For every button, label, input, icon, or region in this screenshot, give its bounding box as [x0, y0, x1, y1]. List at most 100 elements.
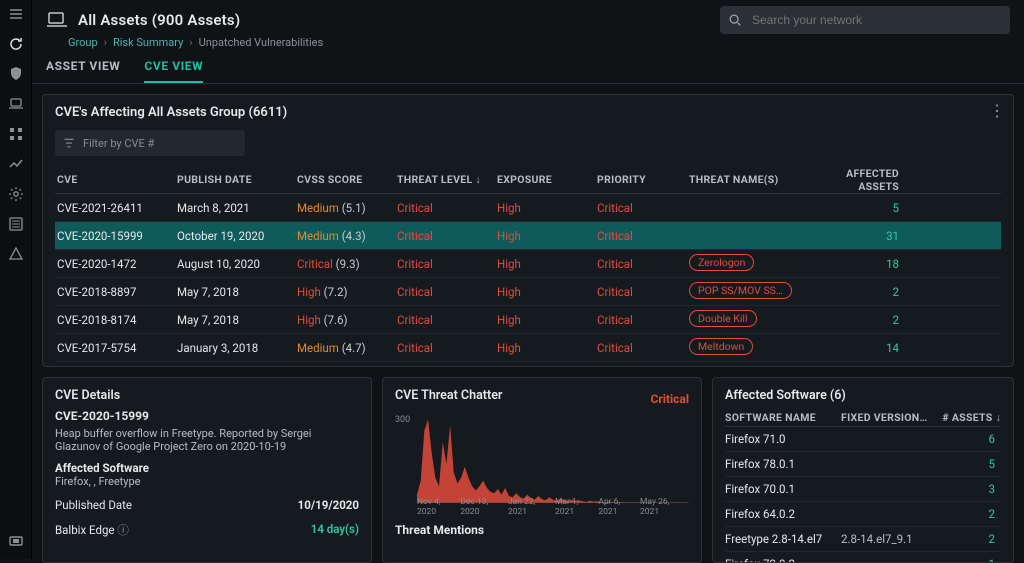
crumb-group[interactable]: Group — [68, 36, 98, 49]
software-row[interactable]: Firefox 72.0.21 — [725, 552, 1001, 563]
cve-details-card: CVE Details CVE-2020-15999 Heap buffer o… — [42, 377, 372, 563]
cell-assets: 18 — [817, 257, 917, 271]
cell-priority: Critical — [597, 285, 689, 299]
software-row[interactable]: Firefox 71.06 — [725, 427, 1001, 452]
menu-icon[interactable] — [8, 6, 24, 22]
published-value: 10/19/2020 — [298, 498, 359, 512]
tab-asset-view[interactable]: ASSET VIEW — [46, 59, 120, 83]
col-names[interactable]: THREAT NAME(S) — [689, 173, 817, 186]
cell-assets: 5 — [817, 201, 917, 215]
software-title: Affected Software (6) — [725, 388, 1001, 403]
refresh-icon[interactable] — [8, 36, 24, 52]
header: All Assets (900 Assets) — [32, 0, 1024, 34]
cell-pub: March 8, 2021 — [177, 201, 297, 215]
chart-ylabel: 300 — [395, 415, 410, 425]
col-cve[interactable]: CVE — [57, 173, 177, 186]
list-icon[interactable] — [8, 216, 24, 232]
table-row[interactable]: CVE-2017-5754January 3, 2018Medium (4.7)… — [55, 334, 1001, 362]
info-icon: ⓘ — [117, 523, 129, 537]
chart-xlabel: May 26, 2021 — [640, 497, 689, 517]
sw-fixed — [841, 457, 931, 471]
cell-threat: Critical — [397, 313, 497, 327]
grid-icon[interactable] — [8, 126, 24, 142]
software-row[interactable]: Firefox 78.0.15 — [725, 452, 1001, 477]
cell-cvss: Medium (4.7) — [297, 341, 397, 355]
trend-icon[interactable] — [8, 156, 24, 172]
gear-icon[interactable] — [8, 186, 24, 202]
sw-fixed — [841, 432, 931, 446]
threat-pill[interactable]: POP SS/MOV SS… — [689, 282, 792, 299]
table-row[interactable]: CVE-2018-8174May 7, 2018High (7.6)Critic… — [55, 306, 1001, 334]
sw-assets: 3 — [931, 482, 1001, 496]
affected-value: Firefox, , Freetype — [55, 475, 359, 488]
col-pub[interactable]: PUBLISH DATE — [177, 173, 297, 186]
cell-exposure: High — [497, 341, 597, 355]
page-title: All Assets (900 Assets) — [78, 11, 240, 29]
chart-xlabel: Dec 13, 2020 — [460, 497, 508, 517]
cards-row: CVE Details CVE-2020-15999 Heap buffer o… — [42, 377, 1014, 563]
crumb-risk[interactable]: Risk Summary — [113, 36, 183, 49]
chart-xlabel: Mar 1, 2021 — [555, 497, 598, 517]
tab-cve-view[interactable]: CVE VIEW — [144, 59, 203, 83]
threat-pill[interactable]: Meltdown — [689, 338, 753, 355]
sw-col-fixed[interactable]: FIXED VERSION… — [841, 411, 931, 424]
software-card: Affected Software (6) SOFTWARE NAME FIXE… — [712, 377, 1014, 563]
chart-xaxis: Nov 4, 2020Dec 13, 2020Jan 22, 2021Mar 1… — [417, 497, 689, 517]
sort-down-icon: ↓ — [995, 411, 1001, 424]
mentions-title: Threat Mentions — [395, 523, 689, 537]
software-header: SOFTWARE NAME FIXED VERSION… # ASSETS ↓ — [725, 409, 1001, 427]
cell-cvss: Medium (5.1) — [297, 201, 397, 215]
sw-assets: 1 — [931, 557, 1001, 563]
col-exposure[interactable]: EXPOSURE — [497, 173, 597, 186]
laptop-icon[interactable] — [8, 96, 24, 112]
crumb-current: Unpatched Vulnerabilities — [199, 36, 324, 49]
cell-exposure: High — [497, 257, 597, 271]
cell-cve: CVE-2017-5754 — [57, 341, 177, 355]
left-nav — [0, 0, 32, 559]
cell-threat: Critical — [397, 229, 497, 243]
cell-cve: CVE-2018-8897 — [57, 285, 177, 299]
cve-table: CVE PUBLISH DATE CVSS SCORE THREAT LEVEL… — [55, 166, 1001, 362]
search-input-wrap[interactable] — [720, 6, 1010, 34]
threat-pill[interactable]: Zerologon — [689, 254, 754, 271]
sw-col-name[interactable]: SOFTWARE NAME — [725, 411, 841, 424]
threat-pill[interactable]: Double Kill — [689, 310, 757, 327]
more-icon[interactable]: ⋮ — [989, 101, 1005, 120]
table-row[interactable]: CVE-2018-8897May 7, 2018High (7.2)Critic… — [55, 278, 1001, 306]
cell-priority: Critical — [597, 313, 689, 327]
cell-pub: May 7, 2018 — [177, 285, 297, 299]
col-priority[interactable]: PRIORITY — [597, 173, 689, 186]
col-assets[interactable]: AFFECTED ASSETS — [817, 167, 917, 193]
col-cvss[interactable]: CVSS SCORE — [297, 173, 397, 186]
sw-name: Freetype 2.8-14.el7 — [725, 532, 841, 546]
cell-names: POP SS/MOV SS… — [689, 282, 817, 302]
software-body: Firefox 71.06Firefox 78.0.15Firefox 70.0… — [725, 427, 1001, 563]
alert-icon[interactable] — [8, 246, 24, 262]
table-row[interactable]: CVE-2020-1472August 10, 2020Critical (9.… — [55, 250, 1001, 278]
main: All Assets (900 Assets) Group › Risk Sum… — [32, 0, 1024, 559]
panel-icon[interactable] — [8, 533, 24, 549]
chevron-right-icon: › — [189, 36, 192, 49]
cell-exposure: High — [497, 313, 597, 327]
software-row[interactable]: Firefox 70.0.13 — [725, 477, 1001, 502]
cell-cve: CVE-2020-1472 — [57, 257, 177, 271]
col-threat[interactable]: THREAT LEVEL ↓ — [397, 173, 497, 186]
sw-fixed — [841, 482, 931, 496]
sw-name: Firefox 78.0.1 — [725, 457, 841, 471]
software-row[interactable]: Freetype 2.8-14.el72.8-14.el7_9.12 — [725, 527, 1001, 552]
cell-threat: Critical — [397, 257, 497, 271]
table-row[interactable]: CVE-2021-26411March 8, 2021Medium (5.1)C… — [55, 194, 1001, 222]
table-row[interactable]: CVE-2020-15999October 19, 2020Medium (4.… — [55, 222, 1001, 250]
sw-col-assets[interactable]: # ASSETS ↓ — [931, 411, 1001, 424]
software-row[interactable]: Firefox 64.0.22 — [725, 502, 1001, 527]
search-input[interactable] — [750, 12, 1002, 28]
shield-icon[interactable] — [8, 66, 24, 82]
filter-input-wrap[interactable]: Filter by CVE # — [55, 130, 245, 156]
table-body: CVE-2021-26411March 8, 2021Medium (5.1)C… — [55, 194, 1001, 362]
chatter-title: CVE Threat Chatter — [395, 388, 502, 403]
published-label: Published Date — [55, 498, 132, 512]
cell-names: Double Kill — [689, 310, 817, 330]
cell-cve: CVE-2021-26411 — [57, 201, 177, 215]
cell-assets: 14 — [817, 341, 917, 355]
cell-priority: Critical — [597, 229, 689, 243]
